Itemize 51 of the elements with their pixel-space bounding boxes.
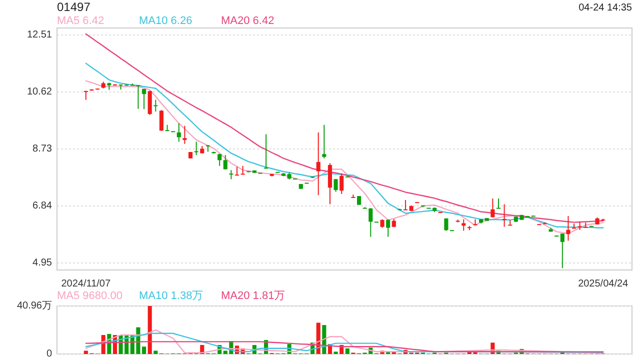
text: MA20 6.42 (221, 14, 274, 27)
y-tick-label: 10.62 (26, 86, 52, 98)
text: MA5 6.42 (57, 14, 104, 27)
text: MA5 9680.00 (57, 290, 122, 302)
y-tick-label: 6.84 (32, 200, 52, 212)
candlestick (560, 232, 564, 269)
bar (154, 350, 158, 354)
candlestick (176, 122, 181, 142)
candlestick (148, 90, 152, 116)
x-tick-label: 2024/11/07 (61, 278, 111, 290)
candlestick (403, 199, 408, 210)
candlestick (84, 90, 88, 100)
candlestick (322, 124, 326, 159)
bar (345, 348, 350, 354)
candlestick (340, 172, 344, 194)
candlestick (218, 153, 222, 166)
y-tick-label: 0 (46, 348, 52, 360)
line-series (85, 33, 604, 223)
text: MA10 6.26 (139, 14, 192, 27)
candlestick (502, 204, 506, 228)
candlestick (223, 154, 228, 170)
candlestick (229, 170, 234, 180)
candlestick (490, 198, 495, 218)
bar (148, 306, 152, 354)
candlestick (159, 110, 164, 132)
text: 04-24 14:35 (578, 2, 632, 14)
bar (142, 346, 146, 354)
text: MA20 1.81万 (221, 290, 286, 302)
candlestick (462, 218, 466, 232)
candlestick (578, 221, 582, 230)
chart-title: 01497 (57, 0, 91, 14)
candlestick (316, 132, 320, 196)
y-tick-label: 8.73 (32, 144, 52, 155)
candlestick (386, 218, 390, 238)
candlestick (584, 222, 588, 228)
candlestick (182, 125, 187, 144)
candlestick (444, 218, 448, 232)
candlestick (328, 162, 332, 205)
candlestick (264, 134, 268, 170)
y-tick-label: 4.95 (32, 258, 52, 269)
candlestick (334, 178, 338, 192)
line-series (85, 341, 604, 352)
text: MA10 1.38万 (139, 290, 204, 302)
candlestick (194, 141, 198, 156)
candlestick (154, 99, 158, 112)
candlestick (566, 215, 570, 242)
y-tick-label: 40.96万 (16, 300, 52, 312)
x-tick-label: 2025/04/24 (578, 278, 629, 290)
candlestick (142, 88, 146, 110)
y-tick-label: 12.51 (26, 30, 52, 41)
candlestick (496, 198, 501, 209)
